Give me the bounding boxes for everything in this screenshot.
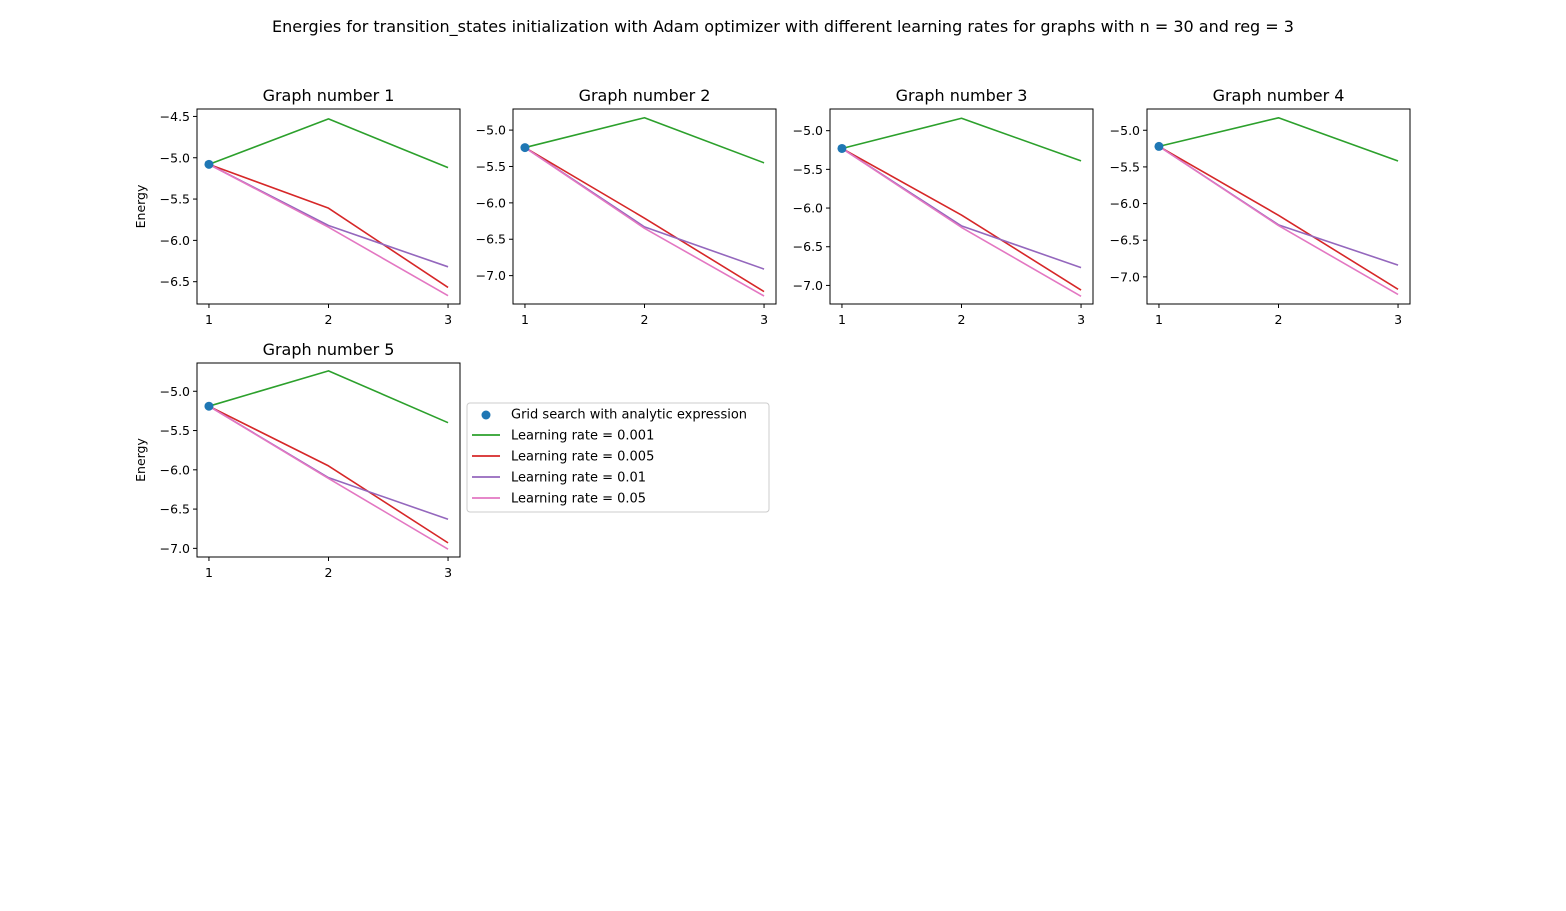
y-tick-label: −6.5: [793, 239, 823, 254]
y-tick-label: −6.5: [160, 274, 190, 289]
y-tick-label: −5.0: [160, 384, 190, 399]
legend-box: [466, 402, 770, 513]
x-tick-label: 2: [325, 565, 333, 580]
subplot-title: Graph number 1: [263, 86, 395, 105]
series-line-2: [524, 146, 765, 293]
subplot-5: Graph number 5 Energy 1 2 3 −7.0 −6.5 −6.0 −5.5 −…: [133, 340, 461, 580]
series-line-1: [524, 116, 765, 164]
y-tick-label: −6.5: [1110, 233, 1140, 248]
series-line-2: [841, 147, 1082, 291]
subplot-title: Graph number 3: [896, 86, 1028, 105]
series-line-4: [1158, 145, 1399, 296]
series-line-2: [208, 163, 449, 289]
subplot-2: Graph number 2 1 2 3 −7.0 −6.5 −6.0 −5.5 −5.0: [476, 86, 777, 327]
y-tick-label: −5.5: [1110, 159, 1140, 174]
x-tick-label: 1: [205, 312, 213, 327]
figure-title: Energies for transition_states initializ…: [272, 17, 1294, 37]
y-tick-label: −5.0: [1110, 123, 1140, 138]
series-line-2: [1158, 145, 1399, 291]
x-tick-label: 2: [325, 312, 333, 327]
series-line-1: [841, 117, 1082, 162]
x-tick-label: 2: [1275, 312, 1283, 327]
legend-entry-1: Grid search with analytic expression: [481, 408, 747, 423]
x-tick-label: 2: [641, 312, 649, 327]
series-line-4: [208, 163, 449, 297]
x-tick-label: 1: [1155, 312, 1163, 327]
y-tick-label: −7.0: [1110, 269, 1140, 284]
y-tick-label: −6.0: [160, 462, 190, 477]
legend-entry-4: Learning rate = 0.01: [472, 471, 646, 486]
y-tick-label: −5.5: [160, 423, 190, 438]
y-tick-label: −4.5: [160, 109, 190, 124]
y-tick-label: −6.5: [476, 232, 506, 247]
legend-label: Learning rate = 0.01: [511, 471, 646, 486]
x-tick-label: 3: [1077, 312, 1085, 327]
y-tick-label: −5.5: [793, 162, 823, 177]
series-line-4: [208, 405, 449, 550]
grid-search-point: [1154, 141, 1164, 151]
series-line-2: [208, 405, 449, 544]
y-tick-label: −7.0: [160, 541, 190, 556]
x-tick-label: 1: [521, 312, 529, 327]
y-axis-label: Energy: [133, 438, 148, 482]
legend-entry-5: Learning rate = 0.05: [472, 492, 646, 507]
grid-search-point: [837, 143, 847, 153]
y-axis-label: Energy: [133, 184, 148, 228]
y-tick-label: −6.0: [793, 201, 823, 216]
grid-search-point: [204, 159, 214, 169]
legend-label: Learning rate = 0.001: [511, 429, 654, 444]
subplot-title: Graph number 2: [579, 86, 711, 105]
series-line-4: [841, 147, 1082, 297]
x-tick-label: 2: [958, 312, 966, 327]
legend-label: Learning rate = 0.005: [511, 450, 654, 465]
series-line-1: [1158, 116, 1399, 162]
x-tick-label: 1: [205, 565, 213, 580]
y-tick-label: −7.0: [476, 268, 506, 283]
y-tick-label: −5.0: [476, 123, 506, 138]
legend-label: Grid search with analytic expression: [511, 408, 747, 423]
series-line-1: [208, 118, 449, 169]
x-tick-label: 1: [838, 312, 846, 327]
y-tick-label: −5.0: [793, 123, 823, 138]
y-tick-label: −7.0: [793, 278, 823, 293]
x-tick-label: 3: [444, 312, 452, 327]
subplot-title: Graph number 5: [263, 340, 395, 359]
grid-search-point: [204, 401, 214, 411]
subplot-4: Graph number 4 1 2 3 −7.0 −6.5 −6.0 −5.5 −5.0: [1110, 86, 1411, 327]
y-tick-label: −5.5: [476, 159, 506, 174]
legend-entry-2: Learning rate = 0.001: [472, 429, 654, 444]
subplot-title: Graph number 4: [1213, 86, 1345, 105]
legend-label: Learning rate = 0.05: [511, 492, 646, 507]
legend: Grid search with analytic expression Lear…: [466, 402, 770, 513]
grid-search-point: [520, 143, 530, 153]
y-tick-label: −5.0: [160, 150, 190, 165]
subplot-3: Graph number 3 1 2 3 −7.0 −6.5 −6.0 −5.5 −5.0: [793, 86, 1094, 327]
series-line-4: [524, 146, 765, 297]
y-tick-label: −5.5: [160, 192, 190, 207]
y-tick-label: −6.0: [476, 195, 506, 210]
series-line-1: [208, 370, 449, 424]
subplot-1: Graph number 1 Energy 1 2 3 −6.5 −6.0 −5.5 −5.0 −…: [133, 86, 461, 327]
x-tick-label: 3: [1394, 312, 1402, 327]
subplot-grid: Graph number 1 Energy 1 2 3 −6.5 −6.0 −5.5 −5.0 −…: [133, 86, 1411, 580]
legend-marker: [481, 410, 491, 420]
y-tick-label: −6.5: [160, 502, 190, 517]
x-tick-label: 3: [760, 312, 768, 327]
y-tick-label: −6.0: [160, 233, 190, 248]
y-tick-label: −6.0: [1110, 196, 1140, 211]
x-tick-label: 3: [444, 565, 452, 580]
legend-entry-3: Learning rate = 0.005: [472, 450, 654, 465]
